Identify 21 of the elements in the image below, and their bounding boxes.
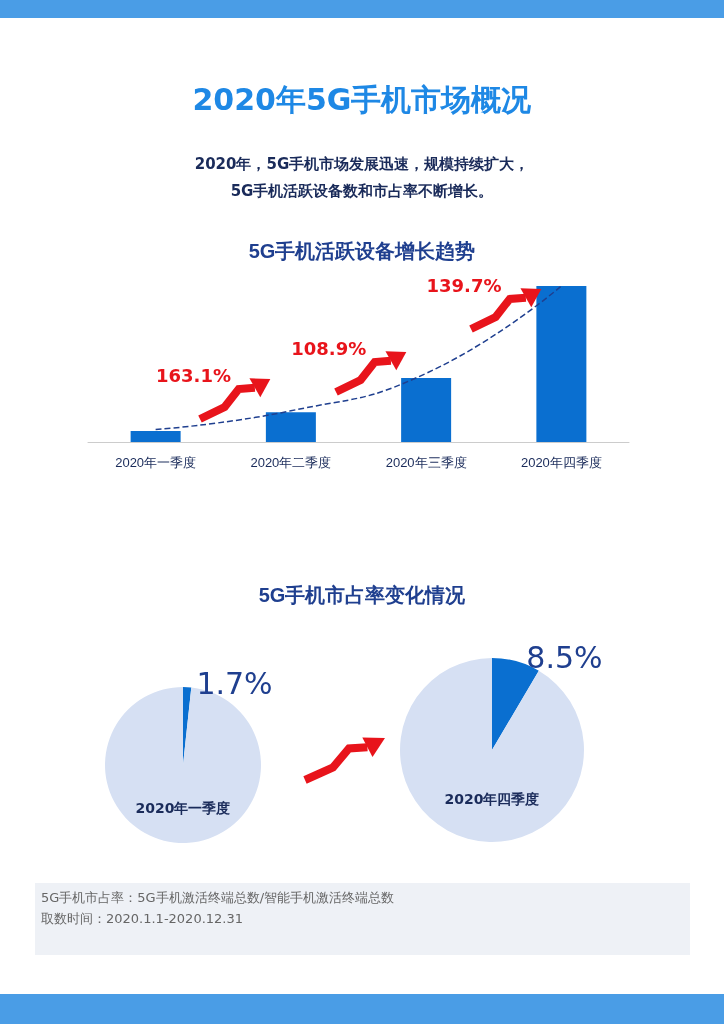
chart-title: 5G手机活跃设备增长趋势 bbox=[248, 240, 476, 262]
bar bbox=[536, 286, 587, 442]
bar bbox=[265, 412, 316, 442]
text: 5G手机市占率：5G手机激活终端总数/智能手机激活终端总数 bbox=[40, 889, 396, 907]
text: 2020年5G手机市场概况 bbox=[191, 81, 533, 119]
x-tick-label: 2020年三季度 bbox=[385, 455, 467, 470]
bar bbox=[401, 378, 452, 442]
text: 2020年一季度 bbox=[134, 800, 232, 819]
x-tick-label: 2020年一季度 bbox=[115, 455, 197, 470]
text: 2020年四季度 bbox=[443, 791, 541, 810]
annotation: 139.7% bbox=[426, 275, 502, 297]
annotation: 163.1% bbox=[155, 364, 231, 386]
text: 2020年，5G手机市场发展迅速，规模持续扩大， 5G手机活跃设备数和市占率不断增长。 bbox=[193, 154, 531, 202]
data-label: 8.5% bbox=[526, 639, 603, 675]
text: 取数时间：2020.1.1-2020.12.31 bbox=[40, 910, 244, 928]
text: 5G手机市占率变化情况 bbox=[258, 584, 467, 606]
bar bbox=[130, 431, 181, 442]
data-label: 1.7% bbox=[196, 665, 273, 701]
annotation: 108.9% bbox=[291, 338, 367, 360]
x-tick-label: 2020年二季度 bbox=[250, 455, 332, 470]
x-tick-label: 2020年四季度 bbox=[520, 455, 602, 470]
